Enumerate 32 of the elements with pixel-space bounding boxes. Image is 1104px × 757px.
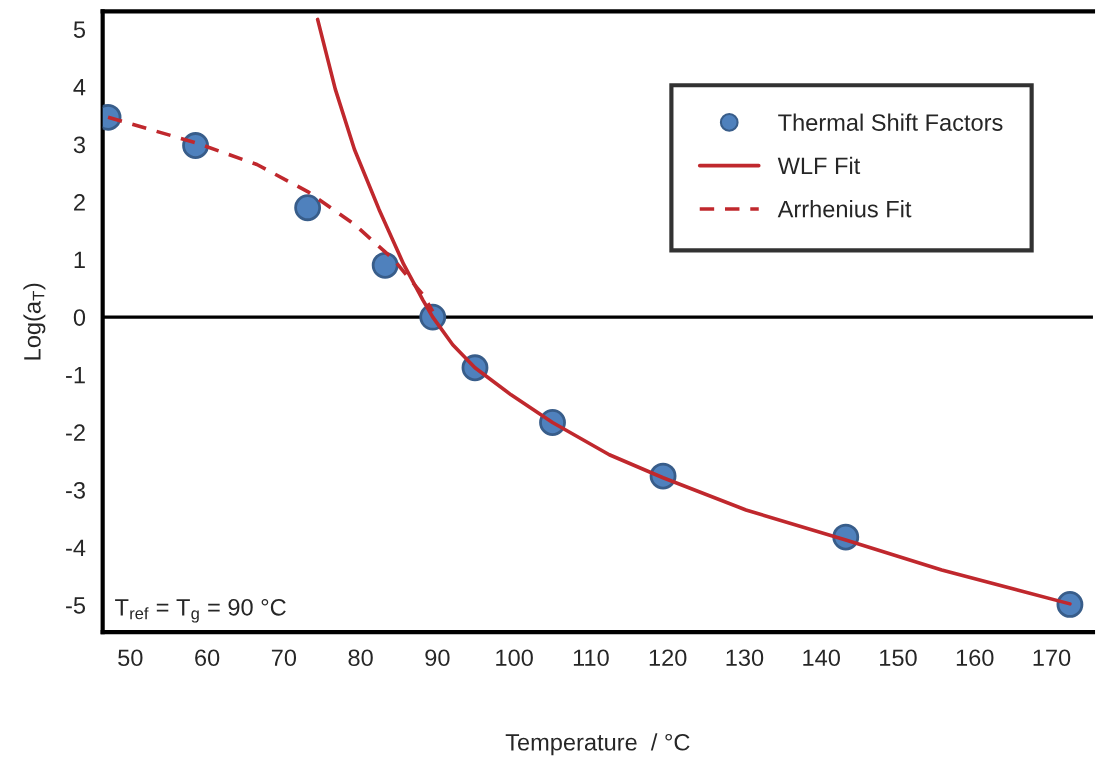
x-tick-label: 110: [573, 649, 609, 667]
y-tick-label: -3: [66, 481, 85, 499]
point: [371, 251, 399, 279]
legend-label: Thermal Shift Factors: [778, 113, 1003, 131]
y-tick-label: 5: [73, 21, 86, 38]
y-axis-title: Log(a$_{T}$): [23, 283, 46, 360]
y-tick-label: -4: [66, 539, 86, 556]
x-tick-label: 150: [880, 649, 917, 667]
x-tick-label: 160: [956, 649, 994, 667]
y-tick-label: 0: [73, 309, 86, 326]
y-tick-label: 4: [73, 79, 86, 96]
y-tick-label: -1: [66, 367, 85, 384]
point: [294, 194, 322, 222]
x-tick-label: 170: [1033, 649, 1071, 667]
x-tick-label: 50: [118, 649, 143, 667]
x-tick-label: 130: [726, 649, 764, 667]
x-tick-label: 140: [803, 649, 840, 667]
x-tick-label: 70: [271, 649, 297, 667]
y-tick-label: 2: [74, 194, 85, 211]
y-tick-label: 3: [73, 136, 85, 154]
x-tick-label: 120: [649, 649, 687, 667]
legend-label: Arrhenius Fit: [777, 200, 912, 218]
y-tick-label: -5: [66, 597, 86, 614]
x-tick-label: 90: [425, 649, 450, 667]
x-tick-label: 100: [496, 649, 533, 667]
legend-label: WLF Fit: [777, 156, 861, 175]
x-tick-label: 80: [348, 649, 373, 667]
x-tick-label: 60: [195, 649, 220, 667]
y-tick-label: 1: [74, 251, 85, 269]
y-tick-label: -2: [66, 424, 85, 441]
x-axis-title: Temperature / °C: [505, 733, 690, 756]
annotation: T$_{ref}$ = T$_{g}$ = 90 °C: [115, 598, 286, 623]
